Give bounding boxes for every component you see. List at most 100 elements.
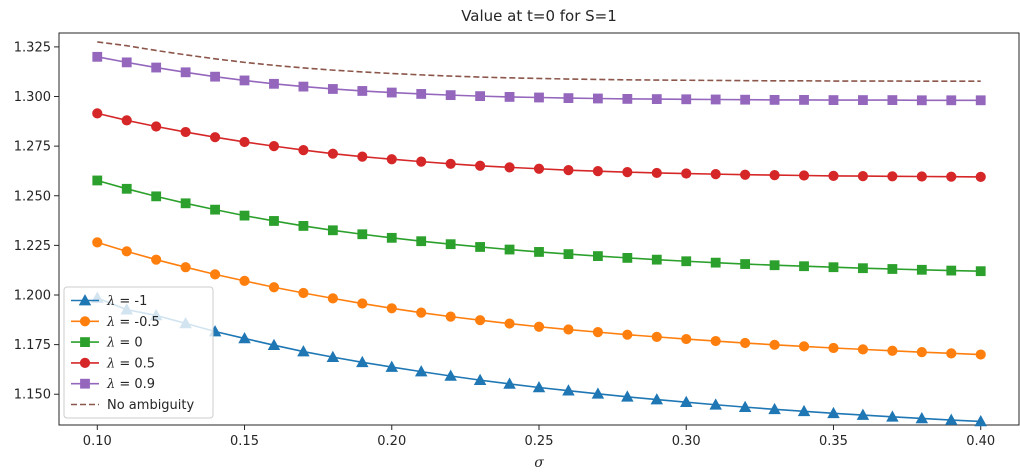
data-point xyxy=(180,262,191,273)
y-tick-label: 1.200 xyxy=(14,288,51,303)
y-tick-label: 1.250 xyxy=(14,189,51,204)
data-point xyxy=(622,252,633,263)
data-point xyxy=(562,384,575,396)
data-point xyxy=(651,254,662,265)
series-5 xyxy=(97,41,981,83)
data-point xyxy=(738,400,752,412)
data-point xyxy=(945,413,958,425)
data-point xyxy=(504,92,515,102)
data-point xyxy=(740,169,751,180)
data-point xyxy=(121,57,132,68)
data-point xyxy=(386,232,397,243)
legend-label: λ = -0.5 xyxy=(106,315,160,330)
series-line xyxy=(96,297,981,423)
data-point xyxy=(887,171,898,182)
data-point xyxy=(386,303,397,314)
data-point xyxy=(681,94,692,105)
data-point xyxy=(858,263,868,274)
data-point xyxy=(327,84,338,94)
data-point xyxy=(592,93,603,104)
data-point xyxy=(887,264,898,274)
data-point xyxy=(209,269,221,280)
data-point xyxy=(946,95,957,106)
data-point xyxy=(799,261,809,272)
data-point xyxy=(769,339,780,350)
chart-title: Value at t=0 for S=1 xyxy=(461,7,617,25)
data-point xyxy=(298,145,309,156)
data-point xyxy=(238,332,251,344)
data-point xyxy=(416,89,427,99)
data-point xyxy=(416,307,427,318)
data-point xyxy=(504,244,515,255)
data-point xyxy=(622,93,633,104)
series-1 xyxy=(92,237,986,360)
legend-label: λ = 0 xyxy=(106,336,143,351)
legend-item: λ = -1 xyxy=(71,294,147,309)
data-point xyxy=(592,166,603,177)
data-point xyxy=(151,254,162,265)
data-point xyxy=(740,94,751,105)
data-point xyxy=(563,249,574,260)
data-point xyxy=(298,81,309,92)
data-point xyxy=(797,404,811,417)
data-point xyxy=(916,264,927,275)
data-point xyxy=(740,259,751,269)
data-point xyxy=(210,71,220,82)
data-point xyxy=(915,412,929,424)
data-point xyxy=(92,51,103,62)
x-tick-label: 0.15 xyxy=(230,434,259,449)
data-point xyxy=(239,75,250,86)
series-line xyxy=(97,179,981,272)
data-point xyxy=(975,95,986,106)
data-point xyxy=(534,247,544,257)
data-point xyxy=(975,266,986,277)
data-point xyxy=(267,338,281,351)
data-point xyxy=(532,381,546,393)
data-point xyxy=(946,348,957,359)
data-point xyxy=(975,171,986,182)
series-4 xyxy=(92,51,986,106)
series-0 xyxy=(91,291,987,427)
data-point xyxy=(534,92,544,103)
data-point xyxy=(445,158,456,169)
x-tick-label: 0.25 xyxy=(525,434,554,449)
data-point xyxy=(622,329,633,340)
legend-label: λ = 0.5 xyxy=(106,356,155,371)
data-point xyxy=(92,237,103,248)
legend-swatch-marker xyxy=(80,378,90,389)
data-point xyxy=(710,169,721,180)
data-point xyxy=(769,94,780,105)
data-point xyxy=(621,390,634,402)
data-point xyxy=(298,287,309,299)
legend: λ = -1 λ = -0.5 λ = 0 λ = 0.5 λ = 0.9 No ambi… xyxy=(63,286,214,419)
data-point xyxy=(710,94,721,105)
data-point xyxy=(210,204,220,215)
data-point xyxy=(916,347,927,358)
data-point xyxy=(386,154,397,165)
data-point xyxy=(681,256,692,267)
data-point xyxy=(886,410,899,422)
data-point xyxy=(798,341,810,352)
data-point xyxy=(916,171,927,182)
data-point xyxy=(298,221,309,231)
data-point xyxy=(799,94,809,105)
data-point xyxy=(563,324,574,335)
data-point xyxy=(651,331,662,342)
data-point xyxy=(357,229,368,240)
x-tick-label: 0.10 xyxy=(83,434,112,449)
data-point xyxy=(209,132,221,143)
data-point xyxy=(828,342,839,354)
data-point xyxy=(416,156,427,167)
data-point xyxy=(121,246,132,257)
data-point xyxy=(151,191,162,202)
x-tick-label: 0.30 xyxy=(672,434,701,449)
legend-swatch-marker xyxy=(79,316,91,327)
x-tick-label: 0.35 xyxy=(819,434,848,449)
legend-swatch-marker xyxy=(79,357,91,368)
legend-item: No ambiguity xyxy=(71,398,195,413)
data-point xyxy=(622,167,633,178)
data-point xyxy=(769,260,780,271)
data-point xyxy=(269,216,279,226)
y-tick-label: 1.150 xyxy=(14,388,51,403)
